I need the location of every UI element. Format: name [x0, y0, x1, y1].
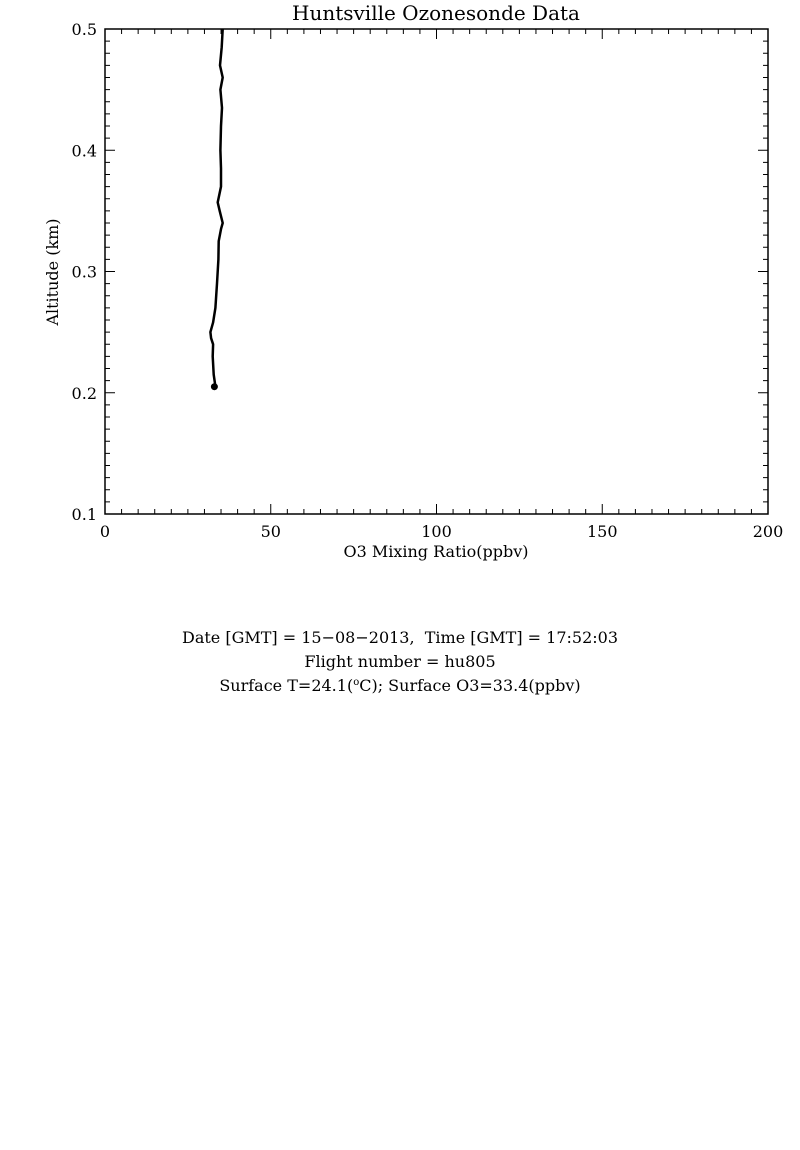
- ozone-profile-line: [209, 28, 224, 388]
- y-tick-label: 0.4: [72, 141, 97, 160]
- x-tick-labels: 0 50 100 150 200: [100, 522, 783, 541]
- x-tick-label: 200: [753, 522, 784, 541]
- date-time-line: Date [GMT] = 15−08−2013, Time [GMT] = 17…: [181, 628, 619, 647]
- axis-ticks: [104, 28, 769, 515]
- y-tick-label: 0.2: [72, 384, 97, 403]
- y-tick-label: 0.1: [72, 505, 97, 524]
- x-axis-label: O3 Mixing Ratio(ppbv): [343, 542, 528, 561]
- degree-symbol: o: [353, 677, 360, 688]
- flight-info: Date [GMT] = 15−08−2013, Time [GMT] = 17…: [0, 626, 800, 698]
- chart-title: Huntsville Ozonesonde Data: [292, 1, 580, 25]
- surface-temp-text: Surface T=24.1(: [219, 676, 354, 695]
- ozone-profile-chart: Huntsville Ozonesonde Data 0 50 100 150 200 …: [43, 1, 783, 561]
- x-tick-label: 50: [261, 522, 281, 541]
- flight-number-line: Flight number = hu805: [304, 652, 496, 671]
- y-tick-label: 0.5: [72, 20, 97, 39]
- y-tick-label: 0.3: [72, 263, 97, 282]
- y-tick-labels: 0.1 0.2 0.3 0.4 0.5: [72, 20, 97, 524]
- launch-point-marker: [210, 383, 218, 391]
- series-group: [209, 28, 224, 391]
- y-axis-label: Altitude (km): [43, 218, 62, 326]
- x-tick-label: 150: [587, 522, 618, 541]
- surface-line: Surface T=24.1(oC); Surface O3=33.4(ppbv…: [0, 674, 800, 698]
- plot-frame: [104, 28, 769, 515]
- x-tick-label: 100: [421, 522, 452, 541]
- x-tick-label: 0: [100, 522, 110, 541]
- surface-ozone-text: C); Surface O3=33.4(ppbv): [359, 676, 581, 695]
